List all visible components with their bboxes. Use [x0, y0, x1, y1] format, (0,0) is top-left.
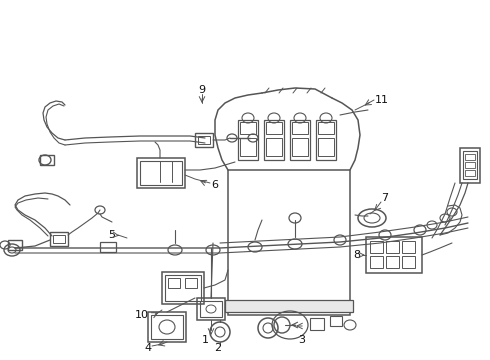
Text: 7: 7: [381, 193, 389, 203]
Text: 2: 2: [215, 343, 221, 353]
Bar: [463, 151, 477, 179]
Bar: [465, 170, 475, 176]
Bar: [318, 122, 334, 134]
Bar: [100, 242, 116, 252]
Bar: [330, 316, 342, 326]
Bar: [460, 148, 480, 183]
Bar: [238, 120, 258, 160]
Text: 9: 9: [198, 85, 206, 95]
Bar: [8, 240, 22, 250]
Bar: [386, 256, 399, 268]
Text: 11: 11: [375, 95, 389, 105]
Bar: [318, 138, 334, 156]
Bar: [266, 122, 282, 134]
Text: 10: 10: [135, 310, 149, 320]
Bar: [402, 241, 415, 253]
Bar: [386, 241, 399, 253]
Bar: [264, 120, 284, 160]
Bar: [465, 154, 475, 160]
Text: 5: 5: [108, 230, 116, 240]
Bar: [168, 278, 180, 288]
Bar: [310, 318, 324, 330]
Text: 3: 3: [298, 335, 305, 345]
Bar: [137, 158, 185, 188]
Bar: [266, 138, 282, 156]
Bar: [370, 241, 383, 253]
Bar: [185, 278, 197, 288]
Bar: [292, 138, 308, 156]
Bar: [148, 312, 186, 342]
Bar: [53, 235, 65, 243]
Bar: [240, 122, 256, 134]
Bar: [165, 275, 201, 301]
Bar: [465, 162, 475, 168]
Bar: [292, 122, 308, 134]
Text: 4: 4: [145, 343, 151, 353]
Bar: [40, 155, 54, 165]
Bar: [290, 120, 310, 160]
Bar: [366, 237, 422, 273]
Text: 8: 8: [353, 250, 361, 260]
Bar: [198, 136, 210, 144]
Bar: [195, 133, 213, 147]
Bar: [197, 298, 225, 320]
Bar: [162, 272, 204, 304]
Bar: [370, 256, 383, 268]
Bar: [316, 120, 336, 160]
Bar: [240, 138, 256, 156]
Bar: [50, 232, 68, 246]
Text: 6: 6: [212, 180, 219, 190]
Bar: [225, 300, 353, 312]
Bar: [228, 170, 350, 315]
Text: 1: 1: [201, 335, 209, 345]
Bar: [140, 161, 182, 185]
Bar: [151, 315, 183, 339]
Bar: [402, 256, 415, 268]
Bar: [200, 301, 222, 317]
